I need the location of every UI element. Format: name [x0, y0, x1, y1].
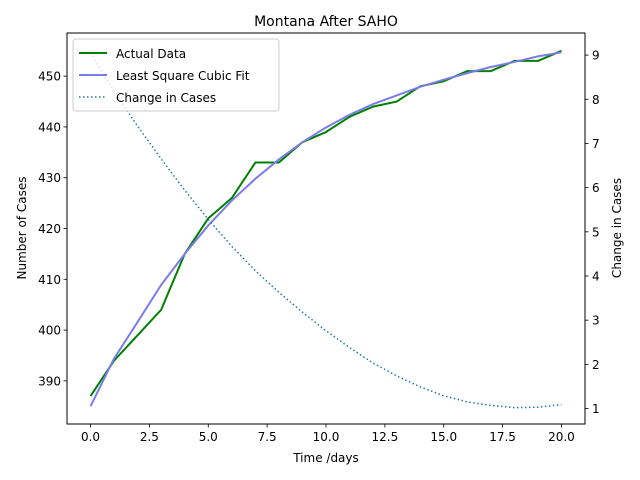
series-actual-data-line: [89, 49, 562, 397]
y2-axis-label: Change in Cases: [610, 178, 624, 278]
y-tick-label: 430: [38, 171, 61, 185]
y-tick-label: 410: [38, 273, 61, 287]
y-tick-label: 420: [38, 222, 61, 236]
y-tick-label: 400: [38, 324, 61, 338]
y-axis-right: 1 2 3 4 5 6 7 8 9: [585, 49, 600, 416]
y2-tick-label: 5: [592, 225, 600, 239]
x-tick-label: 7.5: [258, 430, 277, 444]
legend: Actual Data Least Square Cubic Fit Chang…: [72, 38, 280, 112]
y-tick-label: 390: [38, 374, 61, 388]
legend-frame: [72, 38, 280, 112]
y2-tick-label: 9: [592, 49, 600, 63]
legend-label-cubic-fit: Least Square Cubic Fit: [116, 69, 250, 83]
y-axis-label: Number of Cases: [15, 176, 29, 279]
legend-label-actual-data: Actual Data: [116, 47, 186, 61]
y-tick-label: 450: [38, 70, 61, 84]
x-tick-label: 2.5: [140, 430, 159, 444]
series-cubic-fit-line: [89, 51, 562, 407]
x-tick-label: 10.0: [313, 430, 340, 444]
chart-title: Montana After SAHO: [254, 14, 398, 30]
y-tick-label: 440: [38, 120, 61, 134]
plot-lines: [89, 49, 562, 409]
x-tick-label: 15.0: [430, 430, 457, 444]
series-change-in-cases-line: [89, 52, 562, 409]
y2-tick-label: 6: [592, 181, 600, 195]
legend-label-change-in-cases: Change in Cases: [116, 91, 216, 105]
y2-tick-label: 4: [592, 269, 600, 283]
y2-tick-label: 2: [592, 358, 600, 372]
x-tick-label: 0.0: [81, 430, 100, 444]
x-axis-label: Time /days: [292, 451, 359, 465]
y2-tick-label: 3: [592, 314, 600, 328]
x-tick-label: 20.0: [548, 430, 575, 444]
y2-tick-label: 8: [592, 93, 600, 107]
y2-tick-label: 1: [592, 402, 600, 416]
x-tick-label: 12.5: [372, 430, 399, 444]
y2-tick-label: 7: [592, 137, 600, 151]
y-axis-left: 390 400 410 420 430 440 450: [38, 70, 67, 388]
x-tick-label: 5.0: [199, 430, 218, 444]
x-tick-label: 17.5: [489, 430, 516, 444]
x-axis: 0.0 2.5 5.0 7.5 10.0 12.5 15.0 17.5 20.0: [81, 424, 575, 444]
